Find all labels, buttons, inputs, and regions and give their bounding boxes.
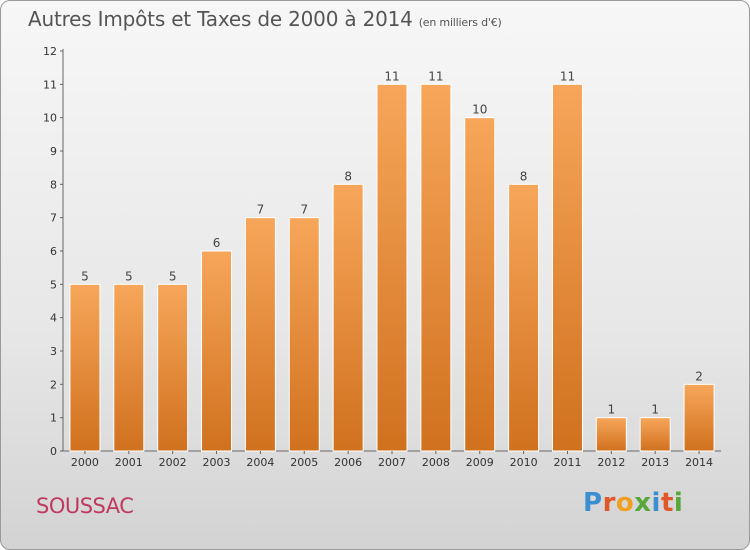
data-label: 5 <box>81 269 89 283</box>
logo-letter: P <box>583 488 603 518</box>
y-tick-label: 11 <box>43 78 57 91</box>
bar-2011 <box>551 83 583 452</box>
x-tick-label: 2011 <box>553 456 581 469</box>
data-label: 11 <box>428 69 443 83</box>
x-tick-label: 2010 <box>510 456 538 469</box>
bar-2003 <box>201 250 233 452</box>
commune-name: SOUSSAC <box>36 494 134 518</box>
data-label: 5 <box>125 269 133 283</box>
y-tick-label: 9 <box>50 145 57 158</box>
logo-letter: o <box>615 488 635 518</box>
y-tick-label: 2 <box>50 378 57 391</box>
y-tick-label: 4 <box>50 312 57 325</box>
y-tick-label: 0 <box>50 445 57 458</box>
x-tick-label: 2014 <box>685 456 713 469</box>
data-label: 6 <box>213 236 221 250</box>
x-tick-label: 2004 <box>246 456 274 469</box>
x-tick-label: 2013 <box>641 456 669 469</box>
y-tick-label: 10 <box>43 112 57 125</box>
x-tick-label: 2008 <box>422 456 450 469</box>
data-label: 11 <box>384 69 399 83</box>
proxiti-logo: Proxiti <box>583 488 683 518</box>
y-tick-label: 12 <box>43 45 57 58</box>
logo-letter: i <box>673 488 684 518</box>
y-tick-label: 7 <box>50 212 57 225</box>
data-label: 7 <box>257 203 265 217</box>
logo-letter: x <box>634 488 652 518</box>
x-tick-label: 2006 <box>334 456 362 469</box>
chart-title: Autres Impôts et Taxes de 2000 à 2014 (en… <box>28 7 502 31</box>
data-label: 11 <box>560 69 575 83</box>
bar-2005 <box>288 217 320 452</box>
data-label: 8 <box>344 169 352 183</box>
bar-2008 <box>420 83 452 452</box>
y-tick-label: 3 <box>50 345 57 358</box>
bar-2004 <box>244 217 276 452</box>
data-label: 1 <box>608 403 616 417</box>
logo-letter: r <box>602 488 616 518</box>
bar-2002 <box>157 283 189 452</box>
y-tick-label: 1 <box>50 412 57 425</box>
bar-2007 <box>376 83 408 452</box>
x-tick-label: 2007 <box>378 456 406 469</box>
data-label: 7 <box>300 203 308 217</box>
bar-2009 <box>464 117 496 452</box>
data-label: 10 <box>472 103 487 117</box>
title-unit: (en milliers d'€) <box>418 16 502 29</box>
x-tick-label: 2005 <box>290 456 318 469</box>
data-label: 2 <box>695 369 703 383</box>
bar-2010 <box>508 183 540 452</box>
data-label: 1 <box>651 403 659 417</box>
x-tick-label: 2000 <box>71 456 99 469</box>
y-tick-label: 8 <box>50 178 57 191</box>
x-tick-label: 2003 <box>203 456 231 469</box>
x-tick-label: 2009 <box>466 456 494 469</box>
data-label: 5 <box>169 269 177 283</box>
y-tick-label: 6 <box>50 245 57 258</box>
logo-letter: t <box>660 488 674 518</box>
bar-2013 <box>639 417 671 452</box>
bar-2014 <box>683 383 715 452</box>
logo-letter: i <box>651 488 661 518</box>
x-tick-label: 2002 <box>159 456 187 469</box>
y-tick-label: 5 <box>50 278 57 291</box>
x-tick-label: 2012 <box>597 456 625 469</box>
bar-2012 <box>595 417 627 452</box>
title-text: Autres Impôts et Taxes de 2000 à 2014 <box>28 7 413 31</box>
bar-2001 <box>113 283 145 452</box>
bar-2006 <box>332 183 364 452</box>
bar-2000 <box>69 283 101 452</box>
x-tick-label: 2001 <box>115 456 143 469</box>
data-label: 8 <box>520 169 528 183</box>
